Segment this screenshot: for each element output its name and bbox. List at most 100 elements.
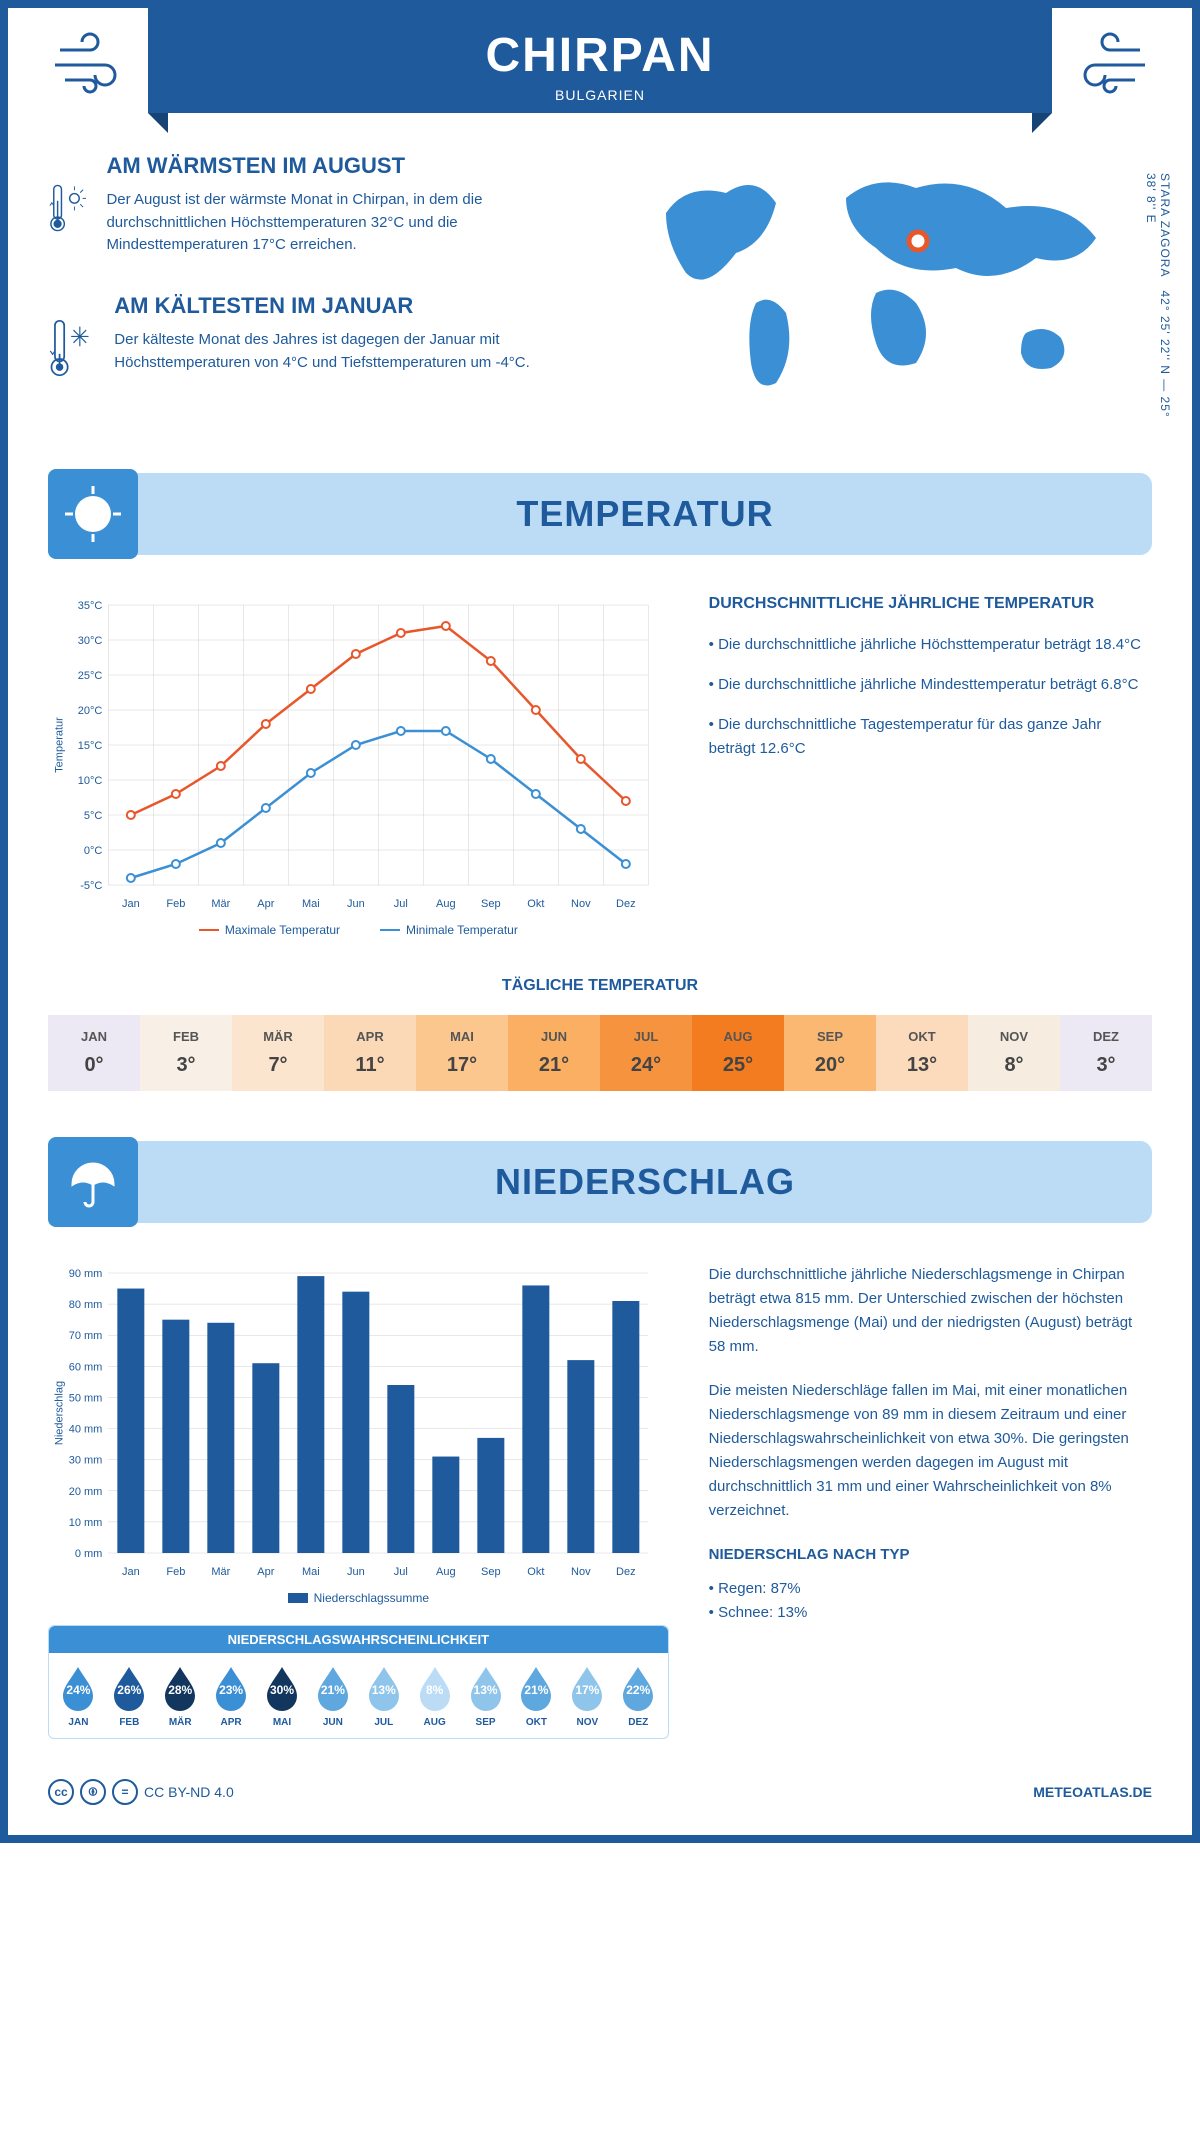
- prob-drop: 23%APR: [208, 1663, 255, 1728]
- prob-drop: 24%JAN: [55, 1663, 102, 1728]
- coldest-title: AM KÄLTESTEN IM JANUAR: [114, 293, 580, 319]
- stat-bullet: • Die durchschnittliche Tagestemperatur …: [709, 713, 1152, 761]
- warmest-text: Der August ist der wärmste Monat in Chir…: [106, 189, 580, 257]
- sun-icon: [63, 484, 123, 544]
- month-cell: JUL24°: [600, 1015, 692, 1091]
- svg-text:10 mm: 10 mm: [69, 1517, 103, 1529]
- coordinates: STARA ZAGORA 42° 25' 22'' N — 25° 38' 8'…: [1144, 173, 1172, 433]
- footer: cc🅯= CC BY-ND 4.0 METEOATLAS.DE: [48, 1759, 1152, 1805]
- svg-text:Apr: Apr: [257, 898, 274, 910]
- prob-drop: 17%NOV: [564, 1663, 611, 1728]
- temperature-stats: DURCHSCHNITTLICHE JÄHRLICHE TEMPERATUR •…: [709, 595, 1152, 937]
- precipitation-probability-box: NIEDERSCHLAGSWAHRSCHEINLICHKEIT 24%JAN26…: [48, 1625, 669, 1739]
- precip-snow: • Schnee: 13%: [709, 1601, 1152, 1625]
- svg-text:Okt: Okt: [527, 898, 544, 910]
- svg-text:Jun: Jun: [347, 1566, 365, 1578]
- svg-text:Jan: Jan: [122, 1566, 140, 1578]
- prob-drop: 13%SEP: [462, 1663, 509, 1728]
- section-title-precipitation: NIEDERSCHLAG: [168, 1161, 1122, 1203]
- precip-rain: • Regen: 87%: [709, 1577, 1152, 1601]
- svg-text:Dez: Dez: [616, 1566, 636, 1578]
- world-map: STARA ZAGORA 42° 25' 22'' N — 25° 38' 8'…: [620, 153, 1152, 433]
- daily-temp-title: TÄGLICHE TEMPERATUR: [48, 977, 1152, 995]
- prob-drop: 22%DEZ: [615, 1663, 662, 1728]
- month-cell: DEZ3°: [1060, 1015, 1152, 1091]
- month-cell: MÄR7°: [232, 1015, 324, 1091]
- svg-text:Mär: Mär: [211, 1566, 230, 1578]
- section-header-temperature: TEMPERATUR: [48, 473, 1152, 555]
- intro-row: AM WÄRMSTEN IM AUGUST Der August ist der…: [48, 153, 1152, 433]
- svg-text:15°C: 15°C: [78, 740, 103, 752]
- svg-text:Sep: Sep: [481, 898, 501, 910]
- svg-text:Okt: Okt: [527, 1566, 544, 1578]
- svg-text:-5°C: -5°C: [80, 880, 102, 892]
- daily-temp-grid: JAN0°FEB3°MÄR7°APR11°MAI17°JUN21°JUL24°A…: [48, 1015, 1152, 1091]
- prob-drop: 21%JUN: [309, 1663, 356, 1728]
- prob-title: NIEDERSCHLAGSWAHRSCHEINLICHKEIT: [49, 1626, 668, 1653]
- svg-text:Jul: Jul: [394, 1566, 408, 1578]
- svg-text:Nov: Nov: [571, 898, 591, 910]
- precip-paragraph: Die durchschnittliche jährliche Niedersc…: [709, 1263, 1152, 1359]
- svg-text:Apr: Apr: [257, 1566, 274, 1578]
- svg-text:20°C: 20°C: [78, 705, 103, 717]
- prob-drop: 30%MAI: [259, 1663, 306, 1728]
- site-name: METEOATLAS.DE: [1033, 1784, 1152, 1800]
- month-cell: SEP20°: [784, 1015, 876, 1091]
- thermometer-hot-icon: [48, 153, 86, 263]
- country-subtitle: BULGARIEN: [148, 87, 1052, 103]
- prob-drop: 13%JUL: [360, 1663, 407, 1728]
- precipitation-bar-chart: 0 mm 10 mm 20 mm 30 mm 40 mm 50 mm 60 mm 70 mm 8…: [48, 1263, 669, 1739]
- svg-text:70 mm: 70 mm: [69, 1330, 103, 1342]
- svg-text:Jul: Jul: [394, 898, 408, 910]
- svg-text:Aug: Aug: [436, 1566, 456, 1578]
- stats-title: DURCHSCHNITTLICHE JÄHRLICHE TEMPERATUR: [709, 595, 1152, 613]
- month-cell: NOV8°: [968, 1015, 1060, 1091]
- svg-text:Jan: Jan: [122, 898, 140, 910]
- stat-bullet: • Die durchschnittliche jährliche Mindes…: [709, 673, 1152, 697]
- license-text: CC BY-ND 4.0: [144, 1784, 234, 1800]
- header-banner: CHIRPAN BULGARIEN: [148, 8, 1052, 113]
- month-cell: JAN0°: [48, 1015, 140, 1091]
- svg-text:Mär: Mär: [211, 898, 230, 910]
- umbrella-icon: [63, 1152, 123, 1212]
- svg-text:Feb: Feb: [166, 898, 185, 910]
- stat-bullet: • Die durchschnittliche jährliche Höchst…: [709, 633, 1152, 657]
- month-cell: APR11°: [324, 1015, 416, 1091]
- svg-text:Jun: Jun: [347, 898, 365, 910]
- svg-text:Mai: Mai: [302, 898, 320, 910]
- svg-text:Dez: Dez: [616, 898, 636, 910]
- svg-text:30°C: 30°C: [78, 635, 103, 647]
- svg-text:40 mm: 40 mm: [69, 1424, 103, 1436]
- svg-text:0 mm: 0 mm: [75, 1548, 103, 1560]
- svg-text:Mai: Mai: [302, 1566, 320, 1578]
- month-cell: MAI17°: [416, 1015, 508, 1091]
- coldest-text: Der kälteste Monat des Jahres ist dagege…: [114, 329, 580, 374]
- prob-drop: 28%MÄR: [157, 1663, 204, 1728]
- svg-text:Niederschlag: Niederschlag: [53, 1381, 65, 1445]
- month-cell: JUN21°: [508, 1015, 600, 1091]
- precipitation-text: Die durchschnittliche jährliche Niedersc…: [709, 1263, 1152, 1739]
- thermometer-cold-icon: [48, 293, 94, 403]
- svg-text:60 mm: 60 mm: [69, 1361, 103, 1373]
- cc-license-icons: cc🅯= CC BY-ND 4.0: [48, 1779, 234, 1805]
- svg-text:20 mm: 20 mm: [69, 1486, 103, 1498]
- temp-legend: Maximale Temperatur Minimale Temperatur: [48, 923, 669, 937]
- temperature-line-chart: -5°C 0°C 5°C 10°C 15°C 20°C 25°C 30°C 35°C Jan Feb…: [48, 595, 669, 937]
- month-cell: FEB3°: [140, 1015, 232, 1091]
- prob-drop: 26%FEB: [106, 1663, 153, 1728]
- wind-icon-right: [1060, 30, 1150, 100]
- prob-drop: 8%AUG: [411, 1663, 458, 1728]
- warmest-title: AM WÄRMSTEN IM AUGUST: [106, 153, 580, 179]
- month-cell: OKT13°: [876, 1015, 968, 1091]
- svg-text:25°C: 25°C: [78, 670, 103, 682]
- precip-type-title: NIEDERSCHLAG NACH TYP: [709, 1543, 1152, 1567]
- svg-text:90 mm: 90 mm: [69, 1268, 103, 1280]
- svg-text:0°C: 0°C: [84, 845, 103, 857]
- svg-text:10°C: 10°C: [78, 775, 103, 787]
- svg-text:30 mm: 30 mm: [69, 1455, 103, 1467]
- section-title-temperature: TEMPERATUR: [168, 493, 1122, 535]
- svg-text:35°C: 35°C: [78, 600, 103, 612]
- svg-text:5°C: 5°C: [84, 810, 103, 822]
- svg-text:50 mm: 50 mm: [69, 1392, 103, 1404]
- precip-paragraph: Die meisten Niederschläge fallen im Mai,…: [709, 1379, 1152, 1523]
